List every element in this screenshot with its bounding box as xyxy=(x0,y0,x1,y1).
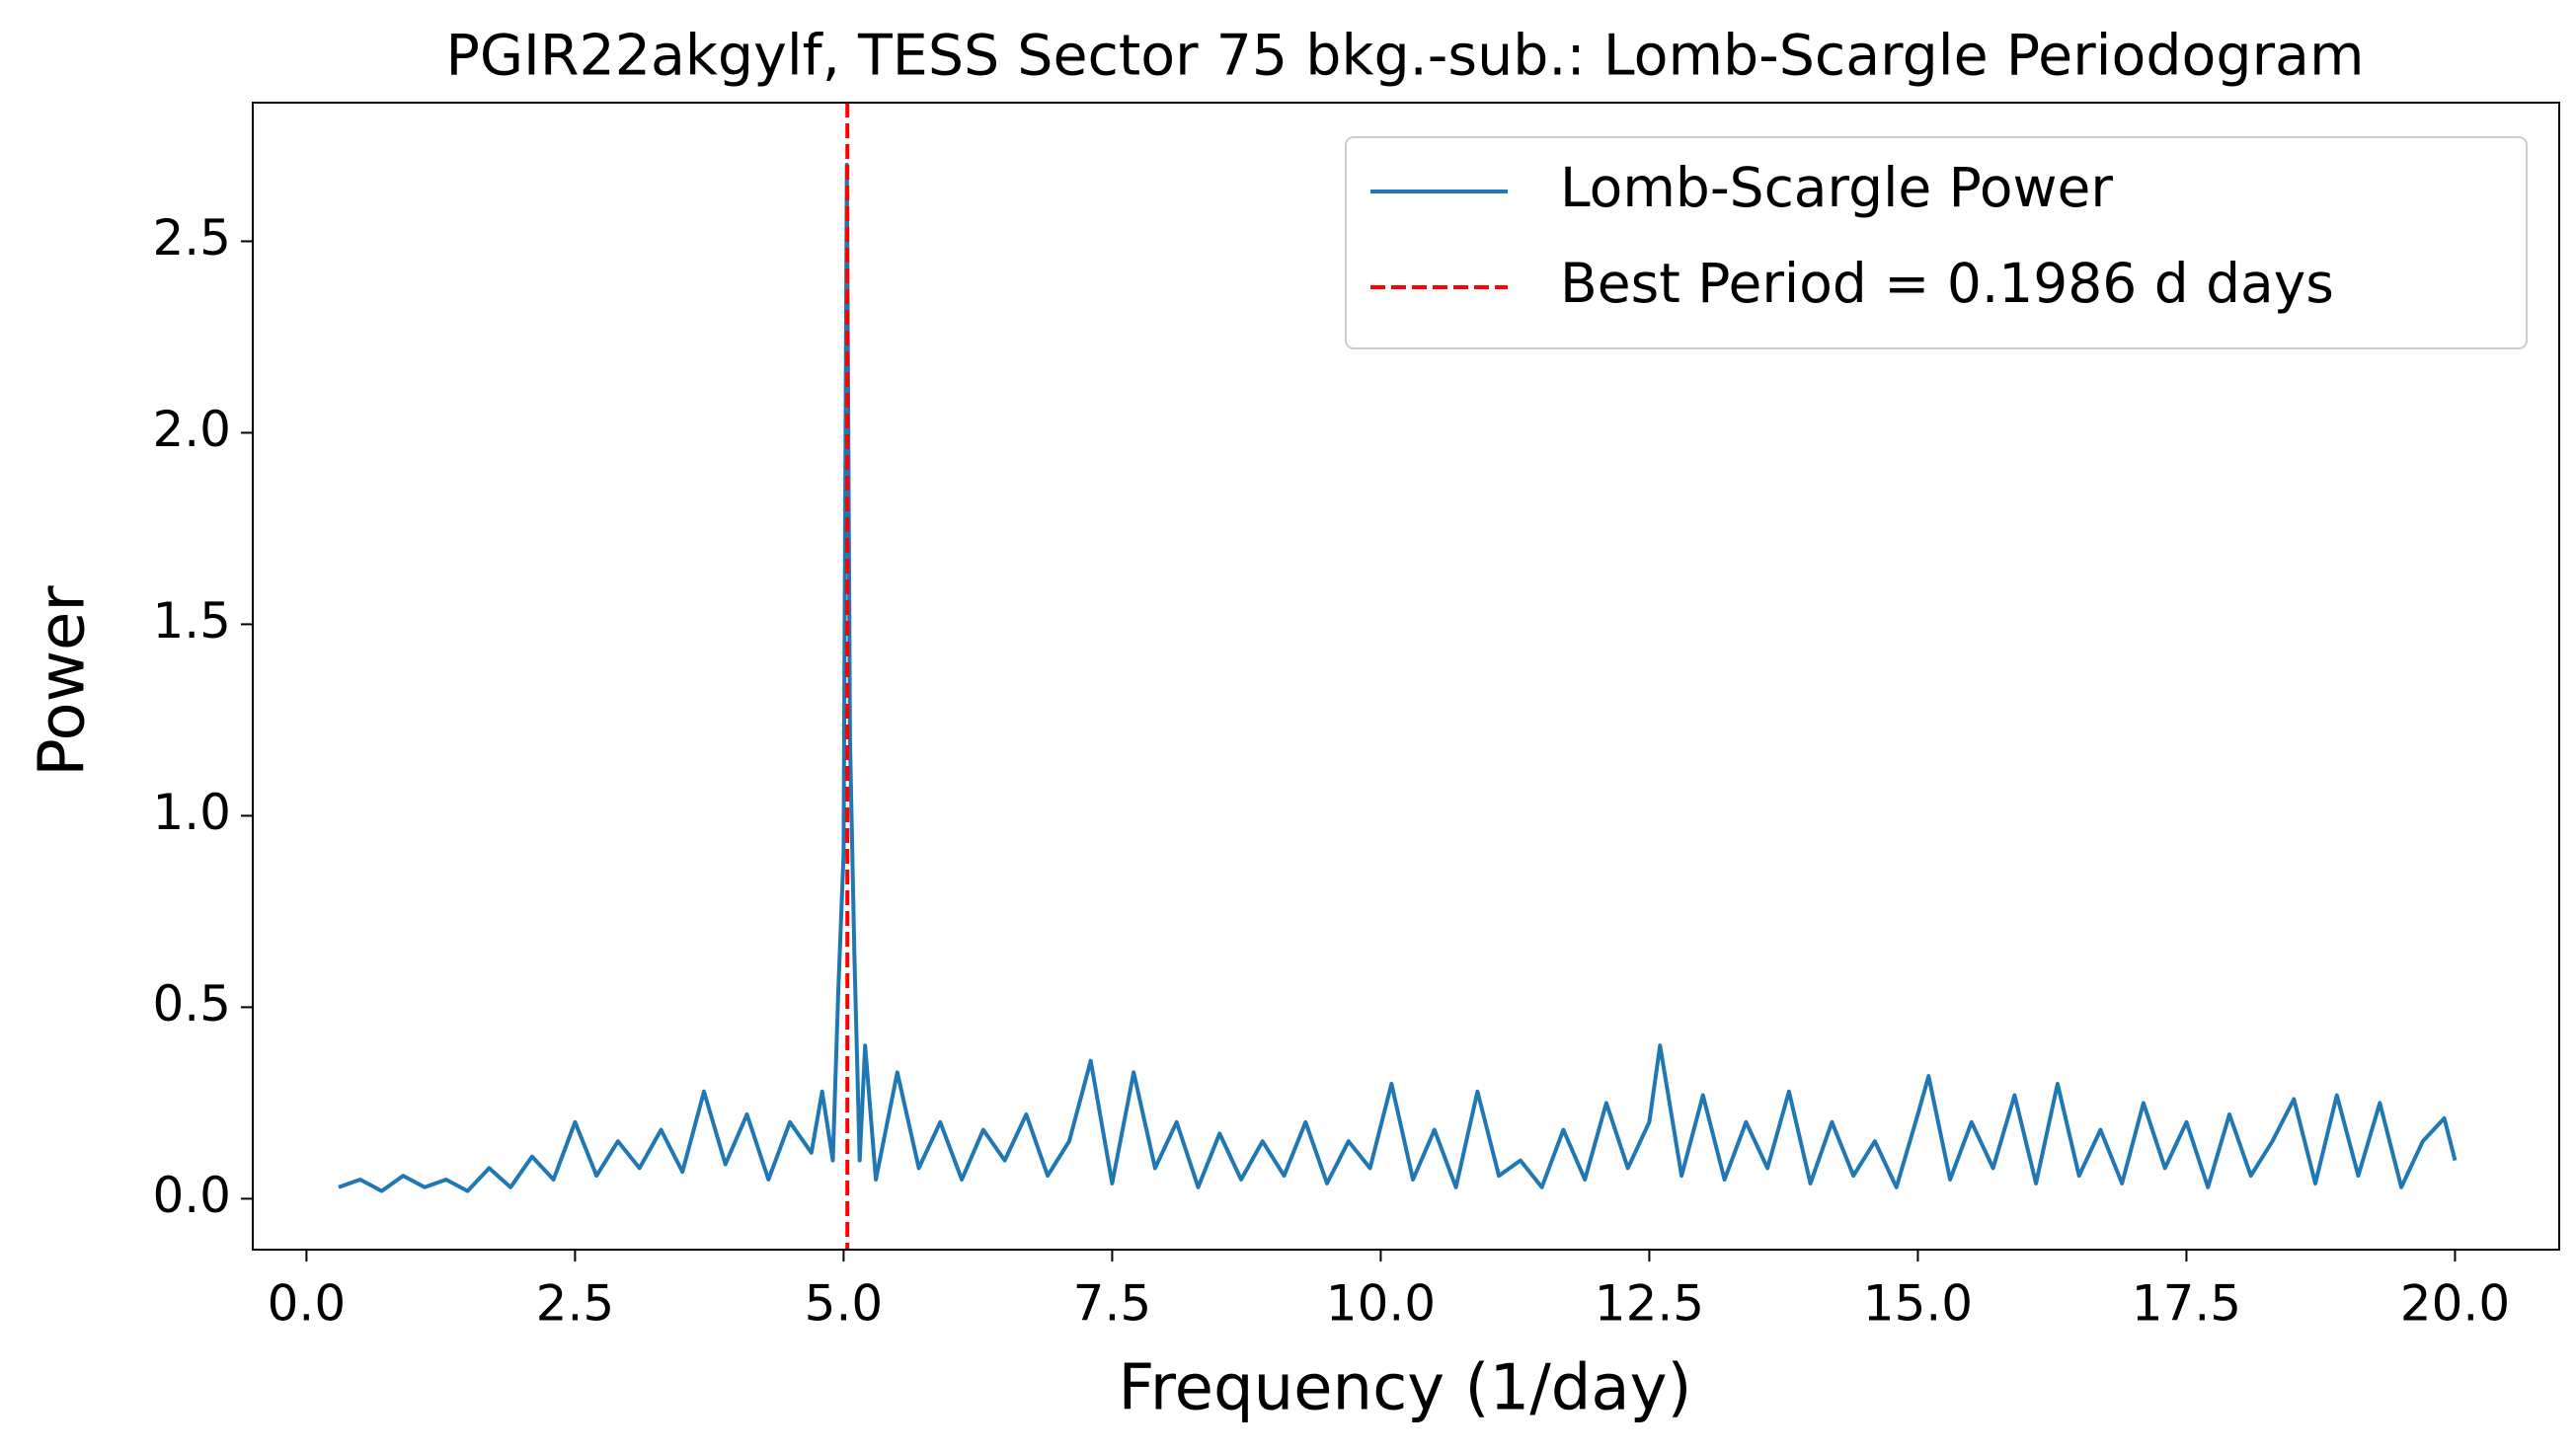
plot-frame xyxy=(252,102,2560,1251)
y-tick-label: 2.0 xyxy=(152,401,231,458)
y-tick-label: 0.0 xyxy=(152,1167,231,1224)
x-tick-label: 2.5 xyxy=(536,1275,615,1333)
x-tick-label: 20.0 xyxy=(2400,1275,2510,1333)
y-tick-label: 1.0 xyxy=(152,784,231,841)
x-tick-label: 5.0 xyxy=(805,1275,884,1333)
legend-label: Lomb-Scargle Power xyxy=(1560,156,2113,219)
power-line xyxy=(338,162,2458,1193)
x-tick-label: 15.0 xyxy=(1863,1275,1973,1333)
x-tick-label: 17.5 xyxy=(2132,1275,2241,1333)
y-tick-label: 1.5 xyxy=(152,592,231,650)
legend: Lomb-Scargle Power Best Period = 0.1986 d… xyxy=(1345,136,2528,349)
y-tick-label: 2.5 xyxy=(152,209,231,267)
x-tick-label: 7.5 xyxy=(1073,1275,1152,1333)
x-tick-label: 12.5 xyxy=(1595,1275,1704,1333)
x-tick-label: 0.0 xyxy=(268,1275,347,1333)
legend-label: Best Period = 0.1986 d days xyxy=(1560,252,2334,315)
y-axis-label: Power xyxy=(27,585,100,777)
y-tick-label: 0.5 xyxy=(152,975,231,1032)
x-tick-label: 10.0 xyxy=(1326,1275,1436,1333)
chart-title: PGIR22akgylf, TESS Sector 75 bkg.-sub.: … xyxy=(446,24,2365,89)
legend-box xyxy=(1345,136,2528,349)
x-axis-label: Frequency (1/day) xyxy=(1119,1352,1692,1425)
